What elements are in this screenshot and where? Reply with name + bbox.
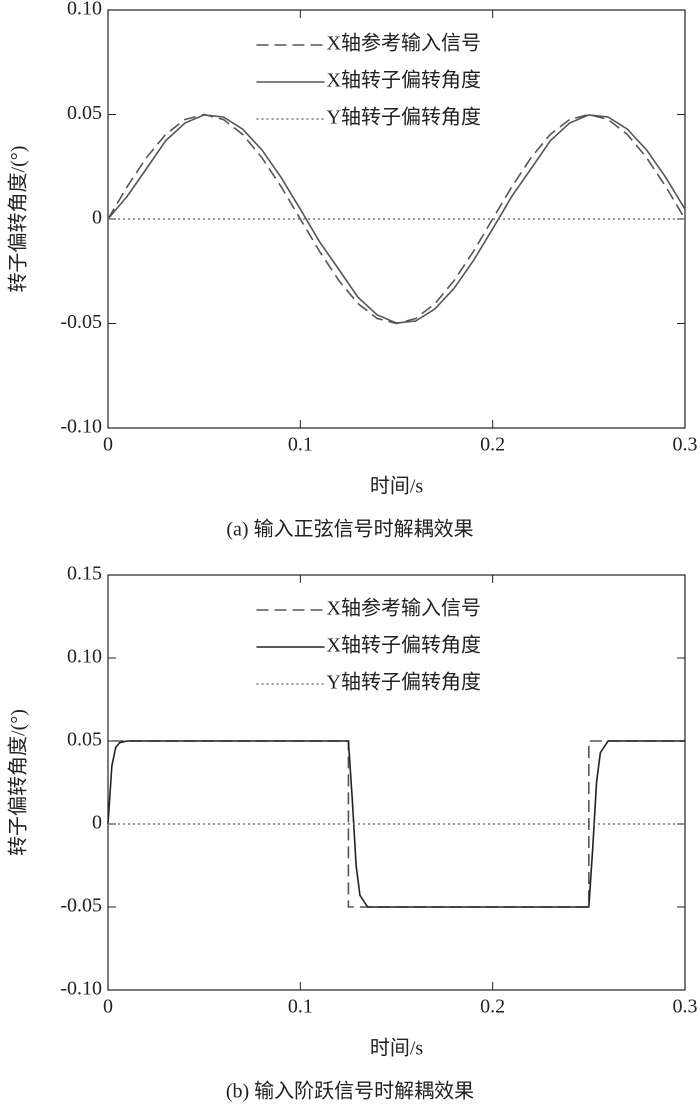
y-tick-label: 0 [92,812,102,834]
plot-frame [107,574,686,991]
y-tick-label: 0.15 [67,563,102,585]
x-tick-label: 0.3 [673,434,698,456]
y-tick-label: -0.10 [60,416,102,438]
y-tick-label: -0.10 [60,978,102,1000]
legend-label: Y轴转子偏转角度 [327,671,481,694]
legend-label: X轴转子偏转角度 [327,634,481,657]
series-line [107,740,685,908]
y-tick-label: -0.05 [60,311,102,333]
caption: (a) 输入正弦信号时解耦效果 [226,518,473,541]
caption: (b) 输入阶跃信号时解耦效果 [226,1080,474,1103]
legend-label: X轴参考输入信号 [327,32,481,55]
x-tick-label: 0.3 [673,996,698,1018]
x-tick-label: 0.2 [480,996,505,1018]
x-tick-label: 0 [103,996,113,1018]
x-axis-label: 时间/s [370,1037,424,1060]
y-tick-label: 0.05 [67,102,102,124]
x-tick-label: 0.1 [288,434,313,456]
legend-label: X轴参考输入信号 [327,597,481,620]
x-tick-label: 0 [103,434,113,456]
y-tick-label: 0.10 [67,646,102,668]
y-tick-label: 0 [92,207,102,229]
x-tick-label: 0.2 [480,434,505,456]
y-axis-label: 转子偏转角度/(°) [7,709,30,856]
y-axis-label: 转子偏转角度/(°) [7,146,30,293]
series-line [107,114,686,324]
legend-label: Y轴转子偏转角度 [327,106,481,129]
x-axis-label: 时间/s [370,475,424,498]
legend-label: X轴转子偏转角度 [327,69,481,92]
y-tick-label: 0.10 [67,0,102,20]
y-tick-label: -0.05 [60,895,102,917]
x-tick-label: 0.1 [288,996,313,1018]
y-tick-label: 0.05 [67,729,102,751]
